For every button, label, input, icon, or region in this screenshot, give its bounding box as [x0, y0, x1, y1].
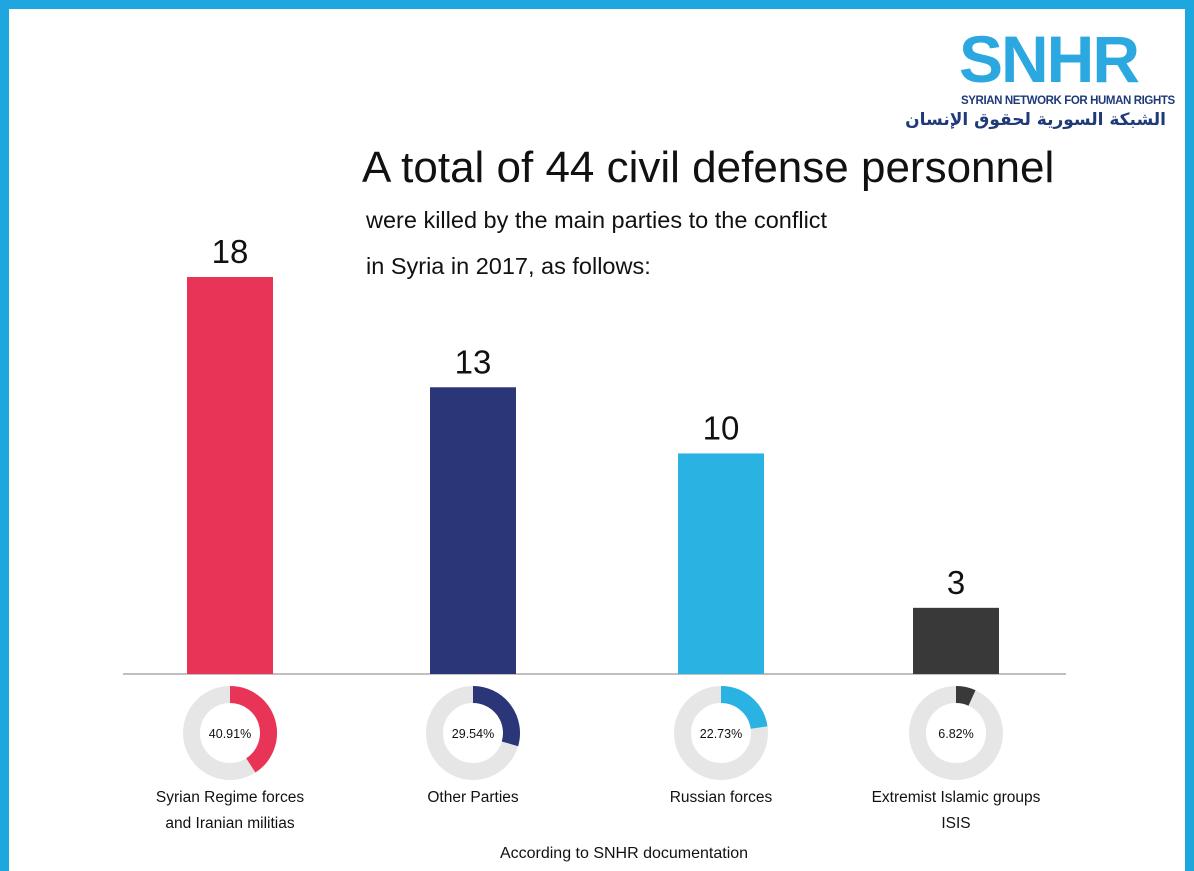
- category-label-0-1: and Iranian militias: [165, 815, 294, 832]
- donut-segment-1: [472, 686, 520, 747]
- logo-wordmark: SNHR: [959, 22, 1140, 96]
- donut-percent-label-1: 29.54%: [452, 727, 494, 741]
- donut-segment-3: [955, 686, 976, 706]
- bar-3: [913, 607, 999, 674]
- bar-1: [430, 387, 516, 674]
- donut-segment-2: [720, 686, 768, 730]
- donut-percent-label-3: 6.82%: [938, 727, 973, 741]
- category-label-3-0: Extremist Islamic groups: [872, 789, 1041, 806]
- category-label-1-0: Other Parties: [427, 789, 519, 806]
- category-label-0-0: Syrian Regime forces: [156, 789, 304, 806]
- donut-segment-0: [229, 686, 277, 773]
- category-label-3-1: ISIS: [941, 815, 970, 832]
- logo-english-name: SYRIAN NETWORK FOR HUMAN RIGHTS: [961, 95, 1175, 107]
- donut-percent-label-0: 40.91%: [209, 727, 251, 741]
- chart-title: A total of 44 civil defense personnel: [362, 143, 1055, 192]
- bar-value-label-3: 3: [947, 564, 965, 601]
- source-note: According to SNHR documentation: [499, 845, 749, 862]
- bar-value-label-2: 10: [703, 409, 740, 446]
- chart-subtitle-line-2: in Syria in 2017, as follows:: [366, 253, 651, 279]
- bar-value-label-1: 13: [455, 343, 492, 380]
- logo-arabic-name: الشبكة السورية لحقوق الإنسان: [905, 110, 1166, 130]
- donut-percent-label-2: 22.73%: [700, 727, 742, 741]
- bar-value-label-0: 18: [212, 233, 249, 270]
- bar-2: [678, 453, 764, 674]
- chart-subtitle-line-1: were killed by the main parties to the c…: [366, 207, 828, 233]
- bar-0: [187, 277, 273, 674]
- snhr-logo: SNHR SYRIAN NETWORK FOR HUMAN RIGHTS الش…: [905, 22, 1175, 138]
- category-label-2-0: Russian forces: [670, 789, 773, 806]
